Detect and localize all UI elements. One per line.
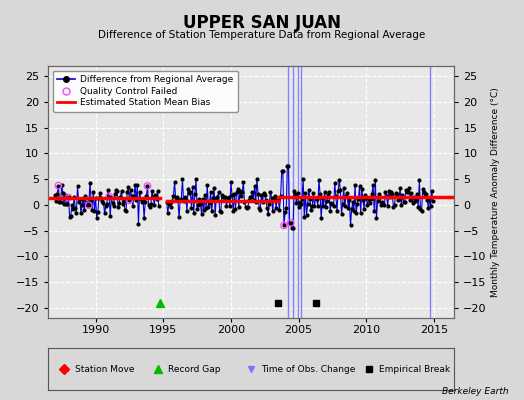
Point	[84, 202, 93, 208]
Point	[54, 182, 62, 189]
Text: Difference of Station Temperature Data from Regional Average: Difference of Station Temperature Data f…	[99, 30, 425, 40]
Text: Time of Obs. Change: Time of Obs. Change	[261, 364, 356, 374]
Text: Empirical Break: Empirical Break	[379, 364, 450, 374]
Text: Station Move: Station Move	[74, 364, 134, 374]
Y-axis label: Monthly Temperature Anomaly Difference (°C): Monthly Temperature Anomaly Difference (…	[491, 87, 500, 297]
Point	[64, 194, 73, 201]
Text: Berkeley Earth: Berkeley Earth	[442, 387, 508, 396]
Point	[125, 197, 134, 204]
Point	[143, 183, 151, 189]
Legend: Difference from Regional Average, Quality Control Failed, Estimated Station Mean: Difference from Regional Average, Qualit…	[53, 70, 237, 112]
Text: UPPER SAN JUAN: UPPER SAN JUAN	[183, 14, 341, 32]
Point	[105, 193, 113, 200]
Point	[287, 220, 295, 226]
Point	[280, 222, 288, 229]
Text: Record Gap: Record Gap	[168, 364, 221, 374]
